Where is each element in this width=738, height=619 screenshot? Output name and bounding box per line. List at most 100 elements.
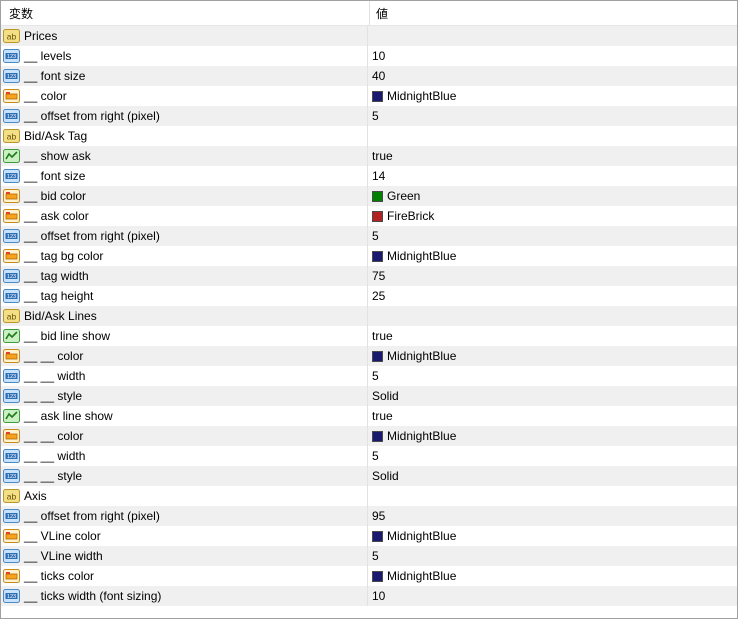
number-type-icon: 123 [3, 548, 20, 564]
value-cell[interactable] [368, 126, 737, 146]
value-cell[interactable] [368, 26, 737, 46]
table-row[interactable]: __ ask color FireBrick [1, 206, 737, 226]
variable-cell: ab Bid/Ask Tag [1, 126, 368, 146]
value-cell[interactable]: FireBrick [368, 206, 737, 226]
value-cell[interactable]: true [368, 406, 737, 426]
value-cell[interactable]: 5 [368, 226, 737, 246]
table-row[interactable]: ab Bid/Ask Tag [1, 126, 737, 146]
number-type-icon: 123 [3, 48, 20, 64]
table-row[interactable]: 123 __ tag width 75 [1, 266, 737, 286]
table-row[interactable]: 123 __ offset from right (pixel) 5 [1, 106, 737, 126]
value-cell[interactable]: 75 [368, 266, 737, 286]
number-type-icon: 123 [3, 68, 20, 84]
value-cell[interactable]: 10 [368, 46, 737, 66]
value-cell[interactable]: Green [368, 186, 737, 206]
variable-name: __ ask line show [24, 409, 113, 423]
table-row[interactable]: __ VLine color MidnightBlue [1, 526, 737, 546]
value-cell[interactable]: MidnightBlue [368, 426, 737, 446]
value-text: 5 [372, 449, 379, 463]
table-row[interactable]: 123 __ __ width 5 [1, 446, 737, 466]
value-cell[interactable]: 5 [368, 366, 737, 386]
boolean-type-icon [3, 148, 20, 164]
string-type-icon: ab [3, 308, 20, 324]
table-row[interactable]: ab Bid/Ask Lines [1, 306, 737, 326]
table-row[interactable]: 123 __ offset from right (pixel) 95 [1, 506, 737, 526]
color-swatch [372, 210, 383, 222]
table-header: 変数 値 [1, 1, 737, 26]
variable-name: __ ticks color [24, 569, 95, 583]
table-row[interactable]: __ __ color MidnightBlue [1, 346, 737, 366]
color-type-icon [3, 88, 20, 104]
table-row[interactable]: 123 __ VLine width 5 [1, 546, 737, 566]
value-cell[interactable]: 5 [368, 106, 737, 126]
variable-cell: 123 __ __ style [1, 466, 368, 486]
table-row[interactable]: 123 __ levels 10 [1, 46, 737, 66]
value-text: 25 [372, 289, 386, 303]
value-cell[interactable]: 5 [368, 546, 737, 566]
value-text: MidnightBlue [387, 529, 457, 543]
variable-name: __ tag bg color [24, 249, 104, 263]
value-cell[interactable]: MidnightBlue [368, 246, 737, 266]
table-row[interactable]: __ __ color MidnightBlue [1, 426, 737, 446]
color-swatch [372, 350, 383, 362]
variable-cell: __ color [1, 86, 368, 106]
svg-text:ab: ab [7, 132, 17, 142]
color-type-icon [3, 428, 20, 444]
table-body: ab Prices 123 __ levels 10 123 __ font size 40 _… [1, 26, 737, 606]
variable-name: Bid/Ask Lines [24, 309, 97, 323]
value-cell[interactable]: 40 [368, 66, 737, 86]
table-row[interactable]: ab Axis [1, 486, 737, 506]
variable-cell: __ __ color [1, 426, 368, 446]
table-row[interactable]: __ bid color Green [1, 186, 737, 206]
table-row[interactable]: __ show ask true [1, 146, 737, 166]
variable-cell: 123 __ levels [1, 46, 368, 66]
variable-cell: __ ticks color [1, 566, 368, 586]
table-row[interactable]: ab Prices [1, 26, 737, 46]
value-text: 5 [372, 229, 379, 243]
table-row[interactable]: 123 __ __ width 5 [1, 366, 737, 386]
svg-text:123: 123 [7, 514, 16, 520]
table-row[interactable]: 123 __ __ style Solid [1, 386, 737, 406]
value-cell[interactable]: 95 [368, 506, 737, 526]
value-cell[interactable]: Solid [368, 466, 737, 486]
svg-text:123: 123 [7, 114, 16, 120]
value-cell[interactable]: Solid [368, 386, 737, 406]
svg-text:123: 123 [7, 554, 16, 560]
number-type-icon: 123 [3, 168, 20, 184]
value-cell[interactable]: MidnightBlue [368, 526, 737, 546]
variable-name: __ font size [24, 69, 86, 83]
table-row[interactable]: __ ask line show true [1, 406, 737, 426]
table-row[interactable]: 123 __ offset from right (pixel) 5 [1, 226, 737, 246]
header-variable[interactable]: 変数 [1, 1, 370, 25]
variable-name: __ __ style [24, 469, 83, 483]
table-row[interactable]: 123 __ font size 40 [1, 66, 737, 86]
string-type-icon: ab [3, 28, 20, 44]
value-cell[interactable] [368, 486, 737, 506]
color-swatch [372, 430, 383, 442]
value-cell[interactable]: true [368, 146, 737, 166]
table-row[interactable]: 123 __ font size 14 [1, 166, 737, 186]
value-cell[interactable] [368, 306, 737, 326]
number-type-icon: 123 [3, 508, 20, 524]
table-row[interactable]: __ color MidnightBlue [1, 86, 737, 106]
table-row[interactable]: 123 __ tag height 25 [1, 286, 737, 306]
table-row[interactable]: __ ticks color MidnightBlue [1, 566, 737, 586]
value-cell[interactable]: 10 [368, 586, 737, 606]
variable-name: __ bid color [24, 189, 87, 203]
value-cell[interactable]: MidnightBlue [368, 86, 737, 106]
value-cell[interactable]: MidnightBlue [368, 346, 737, 366]
value-text: true [372, 149, 393, 163]
table-row[interactable]: 123 __ __ style Solid [1, 466, 737, 486]
value-cell[interactable]: true [368, 326, 737, 346]
table-row[interactable]: __ bid line show true [1, 326, 737, 346]
value-cell[interactable]: 5 [368, 446, 737, 466]
table-row[interactable]: 123 __ ticks width (font sizing) 10 [1, 586, 737, 606]
number-type-icon: 123 [3, 288, 20, 304]
value-cell[interactable]: MidnightBlue [368, 566, 737, 586]
value-cell[interactable]: 14 [368, 166, 737, 186]
header-value[interactable]: 値 [376, 6, 389, 21]
variable-name: __ VLine width [24, 549, 103, 563]
value-cell[interactable]: 25 [368, 286, 737, 306]
table-row[interactable]: __ tag bg color MidnightBlue [1, 246, 737, 266]
color-type-icon [3, 208, 20, 224]
